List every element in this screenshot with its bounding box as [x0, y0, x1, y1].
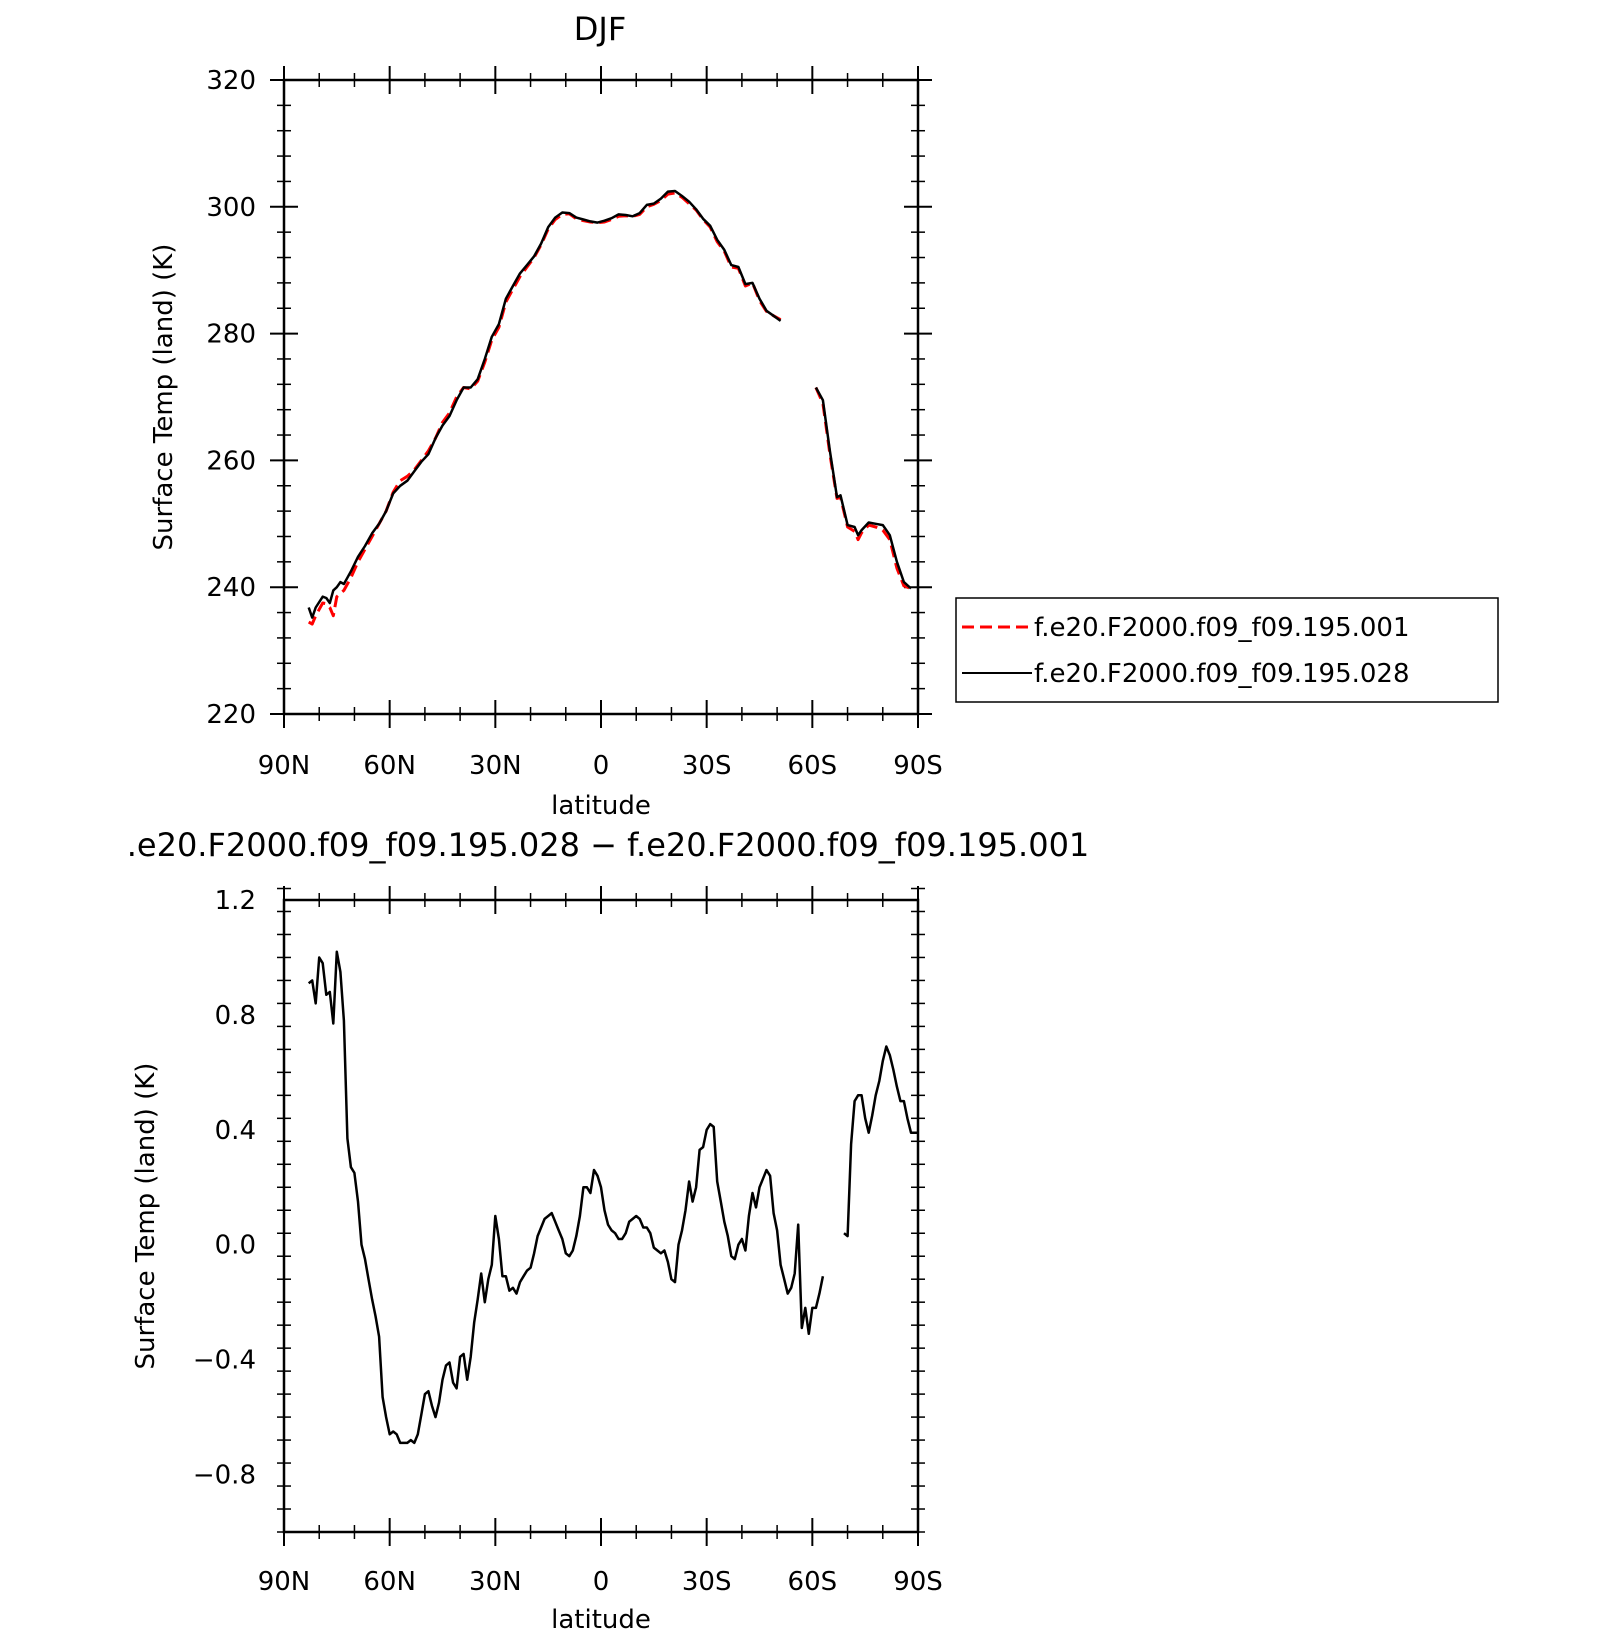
y-tick-label: 260 — [206, 446, 256, 476]
y-tick-label: −0.4 — [193, 1346, 256, 1376]
bottom-x-axis-title: latitude — [551, 1605, 651, 1635]
x-tick-label: 30N — [469, 751, 522, 781]
x-tick-label: 60N — [363, 751, 416, 781]
legend-label-001: f.e20.F2000.f09_f09.195.001 — [1034, 613, 1410, 643]
top-series-lines — [307, 189, 912, 626]
top-y-axis-title: Surface Temp (land) (K) — [149, 244, 179, 551]
y-tick-label: 220 — [206, 700, 256, 730]
x-tick-label: 60S — [788, 751, 838, 781]
y-tick-label: 280 — [206, 320, 256, 350]
x-tick-label: 90S — [893, 1567, 943, 1597]
bottom-y-axis-title: Surface Temp (land) (K) — [131, 1063, 161, 1370]
x-tick-label: 0 — [593, 1567, 610, 1597]
series-line-0-segment-0 — [307, 191, 782, 626]
bottom-series-lines — [307, 950, 918, 1445]
bottom-plot-frame — [282, 898, 920, 1534]
x-tick-label: 60N — [363, 1567, 416, 1597]
bottom-y-ticks: −0.8 −0.4 0.0 0.4 0.8 1.2 — [193, 886, 925, 1533]
x-tick-label: 0 — [593, 751, 610, 781]
y-tick-label: 1.2 — [215, 886, 256, 916]
top-panel-title: DJF — [574, 10, 626, 48]
y-tick-label: −0.8 — [193, 1461, 256, 1491]
series-line-0-segment-1 — [843, 1045, 918, 1238]
y-tick-label: 0.8 — [215, 1001, 256, 1031]
legend-label-028: f.e20.F2000.f09_f09.195.028 — [1034, 659, 1410, 689]
top-plot-frame — [282, 78, 920, 716]
series-line-1-segment-1 — [814, 386, 912, 590]
bottom-panel: .e20.F2000.f09_f09.195.028 − f.e20.F2000… — [127, 826, 1090, 1635]
legend: f.e20.F2000.f09_f09.195.001 f.e20.F2000.… — [955, 597, 1499, 703]
series-line-0-segment-0 — [307, 950, 825, 1445]
legend-box — [955, 597, 1499, 703]
y-tick-label: 0.4 — [215, 1116, 256, 1146]
bottom-panel-title: .e20.F2000.f09_f09.195.028 − f.e20.F2000… — [127, 826, 1090, 864]
x-tick-label: 30S — [682, 751, 732, 781]
x-tick-label: 90N — [258, 1567, 311, 1597]
y-tick-label: 0.0 — [215, 1231, 256, 1261]
x-tick-label: 90N — [258, 751, 311, 781]
y-tick-label: 320 — [206, 66, 256, 96]
top-y-ticks: 220 240 260 280 300 320 — [206, 66, 932, 730]
y-tick-label: 300 — [206, 193, 256, 223]
y-tick-label: 240 — [206, 573, 256, 603]
x-tick-label: 30S — [682, 1567, 732, 1597]
series-line-1-segment-0 — [307, 189, 782, 619]
x-tick-label: 30N — [469, 1567, 522, 1597]
top-x-ticks: 90N 60N 30N 0 30S 60S 90S — [258, 66, 943, 781]
top-x-axis-title: latitude — [551, 791, 651, 821]
x-tick-label: 90S — [893, 751, 943, 781]
x-tick-label: 60S — [788, 1567, 838, 1597]
